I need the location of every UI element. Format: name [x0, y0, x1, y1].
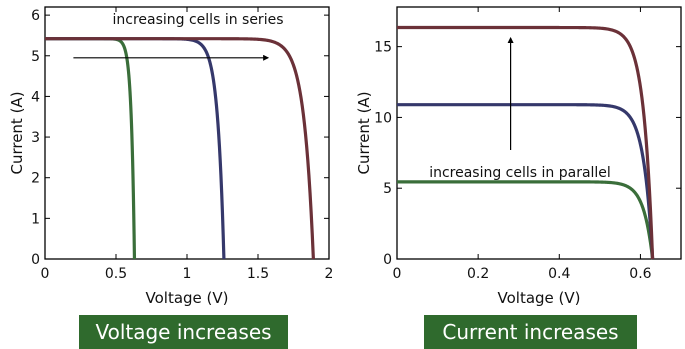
plot-frame	[396, 6, 682, 260]
x-tick-label: 0.5	[105, 266, 127, 282]
iv-curve	[44, 37, 315, 260]
y-tick-label: 15	[374, 40, 392, 56]
series-annotation: increasing cells in series	[112, 12, 283, 28]
iv-curve	[396, 180, 655, 260]
figure: 0 0.5 1 1.5 2 0 1 2 3 4 5 6 increasing cells in ser…	[8, 6, 682, 307]
y-tick-label: 10	[374, 110, 392, 126]
plot-frame	[44, 6, 330, 260]
x-tick-label: 0.2	[467, 266, 489, 282]
tick-group: 0 0.2 0.4 0.6 0 5 10 15	[374, 7, 681, 282]
y-axis-label: Current (A)	[8, 91, 26, 174]
x-axis-label: Voltage (V)	[146, 289, 229, 307]
x-tick-label: 2	[325, 266, 334, 282]
x-tick-label: 0.6	[629, 266, 651, 282]
iv-curve	[43, 37, 137, 260]
y-tick-label: 0	[31, 252, 40, 268]
y-tick-label: 2	[31, 171, 40, 187]
y-tick-label: 5	[383, 181, 392, 197]
voltage-increases-banner: Voltage increases	[79, 315, 288, 349]
x-tick-label: 0	[393, 266, 402, 282]
series-chart: 0 0.5 1 1.5 2 0 1 2 3 4 5 6 increasing cells in ser…	[8, 6, 333, 307]
y-axis-label: Current (A)	[355, 91, 373, 174]
x-tick-label: 1.5	[247, 266, 269, 282]
x-tick-label: 0	[41, 266, 50, 282]
current-increases-banner: Current increases	[424, 315, 637, 349]
y-tick-label: 3	[31, 130, 40, 146]
x-tick-label: 0.4	[548, 266, 570, 282]
x-axis-label: Voltage (V)	[498, 289, 581, 307]
y-tick-label: 4	[31, 89, 40, 105]
curve-group	[43, 37, 315, 260]
y-tick-label: 6	[31, 8, 40, 24]
y-tick-label: 5	[31, 49, 40, 65]
iv-curve	[396, 103, 655, 260]
parallel-chart: 0 0.2 0.4 0.6 0 5 10 15 increasing cells in par…	[355, 6, 682, 307]
tick-group: 0 0.5 1 1.5 2 0 1 2 3 4 5 6	[31, 7, 333, 282]
y-tick-label: 0	[383, 252, 392, 268]
iv-curve	[396, 25, 655, 260]
y-tick-label: 1	[31, 211, 40, 227]
parallel-annotation: increasing cells in parallel	[429, 165, 611, 181]
x-tick-label: 1	[183, 266, 192, 282]
curve-group	[396, 25, 655, 260]
